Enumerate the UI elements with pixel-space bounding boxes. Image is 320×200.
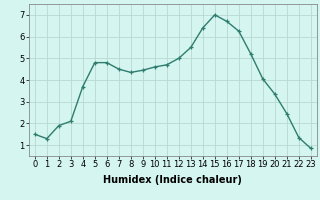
X-axis label: Humidex (Indice chaleur): Humidex (Indice chaleur) <box>103 175 242 185</box>
